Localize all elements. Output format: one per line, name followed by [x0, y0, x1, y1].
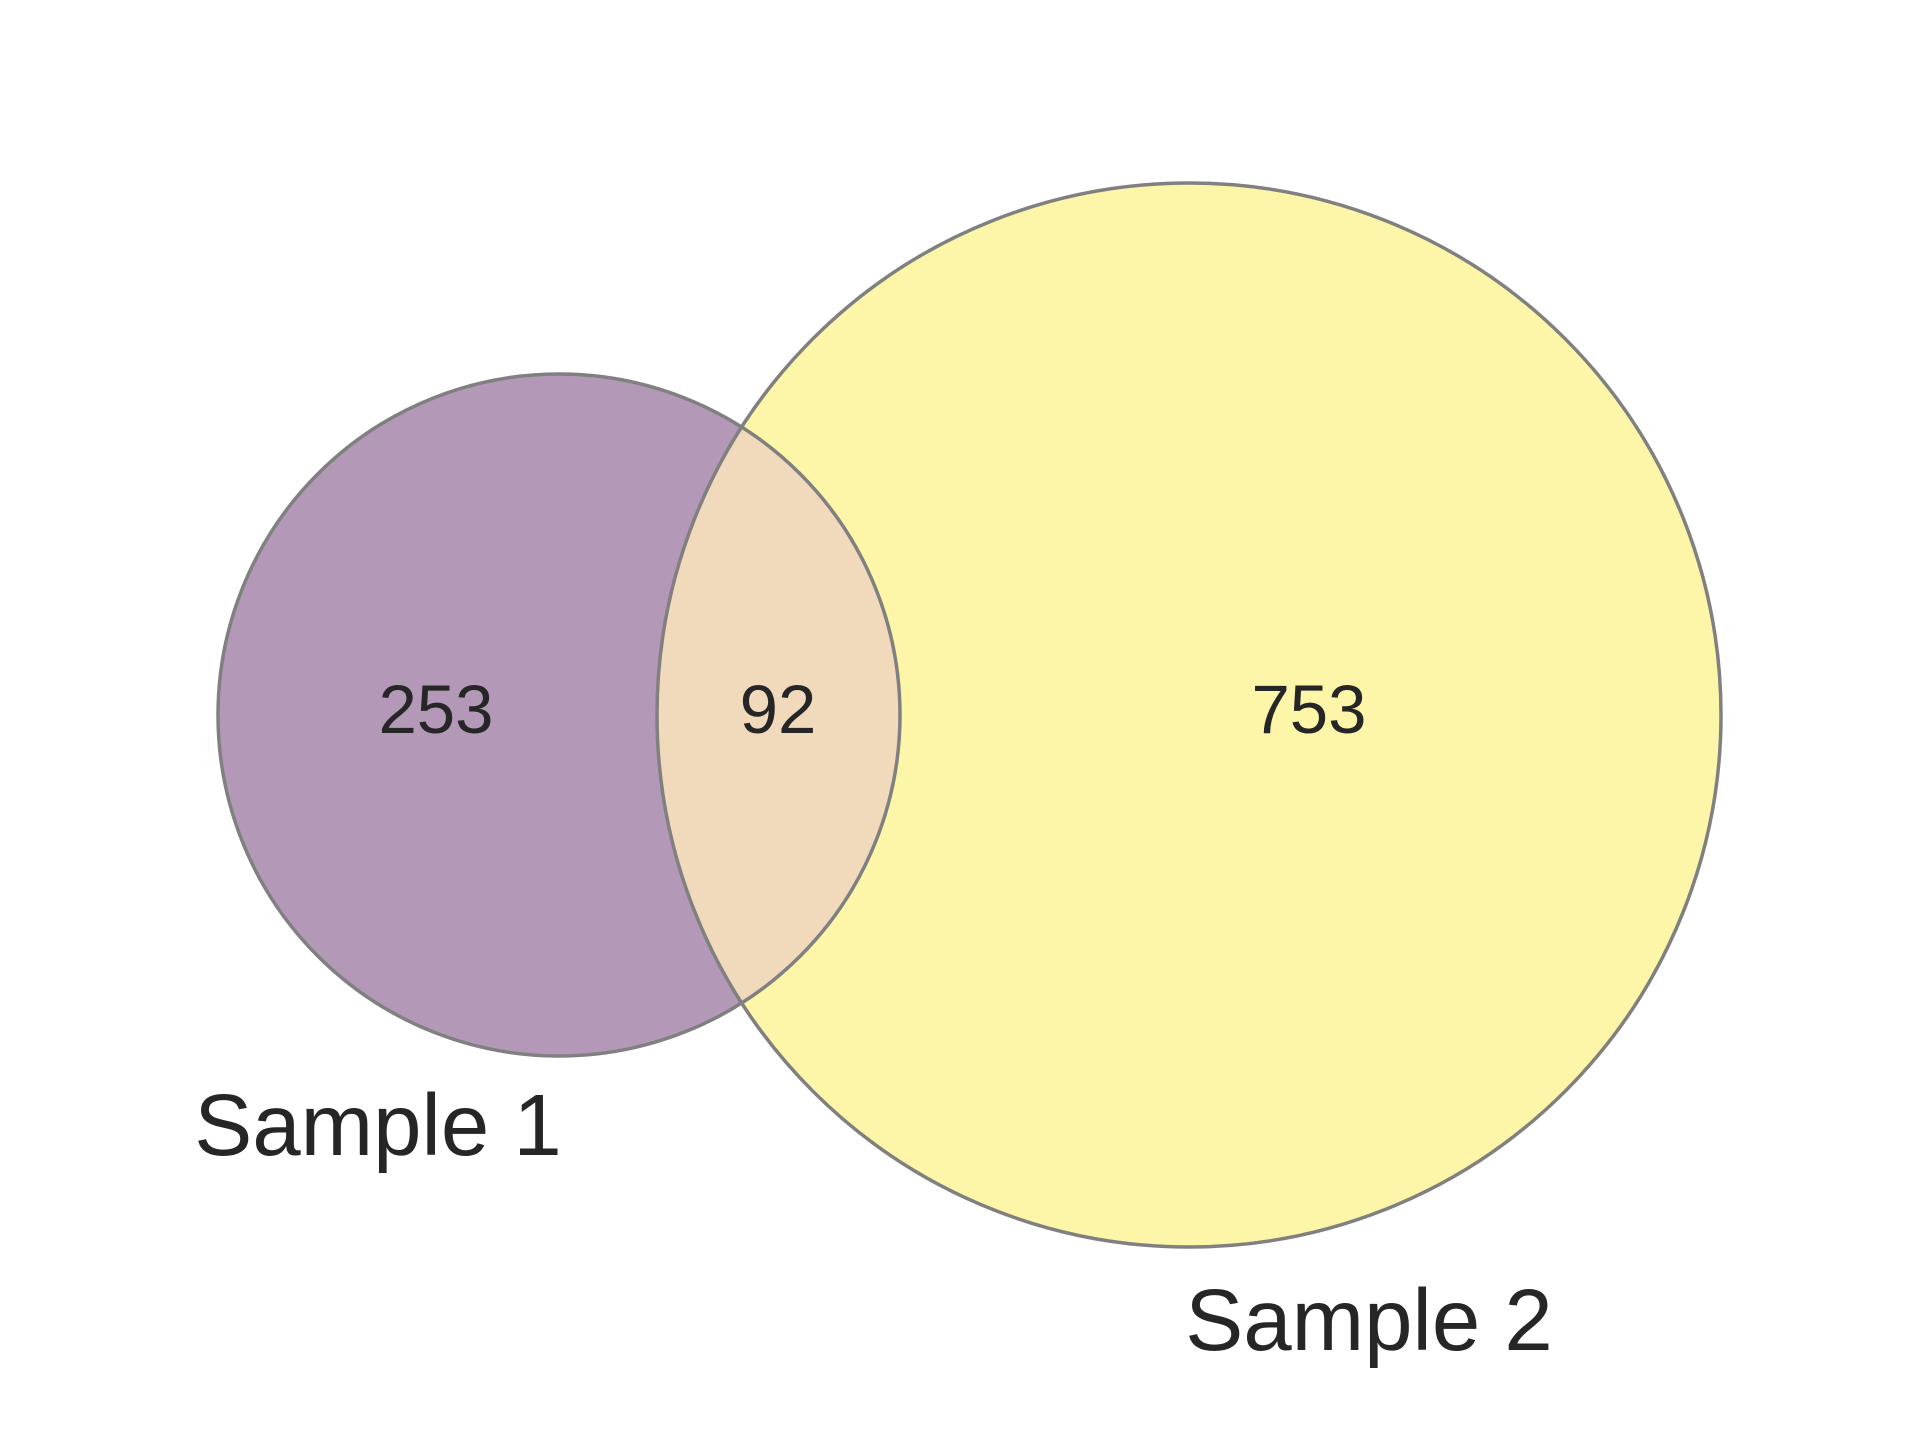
intersection-count: 92 [740, 671, 817, 748]
sample-2-only-count: 753 [1251, 671, 1366, 748]
sample-1-label: Sample 1 [194, 1077, 562, 1174]
sample-2-circle [657, 183, 1721, 1247]
sample-2-outline [655, 181, 1723, 1249]
sample-1-only-count: 253 [378, 671, 493, 748]
sample-1-outline [216, 372, 902, 1058]
sample-2-label: Sample 2 [1185, 1272, 1553, 1369]
